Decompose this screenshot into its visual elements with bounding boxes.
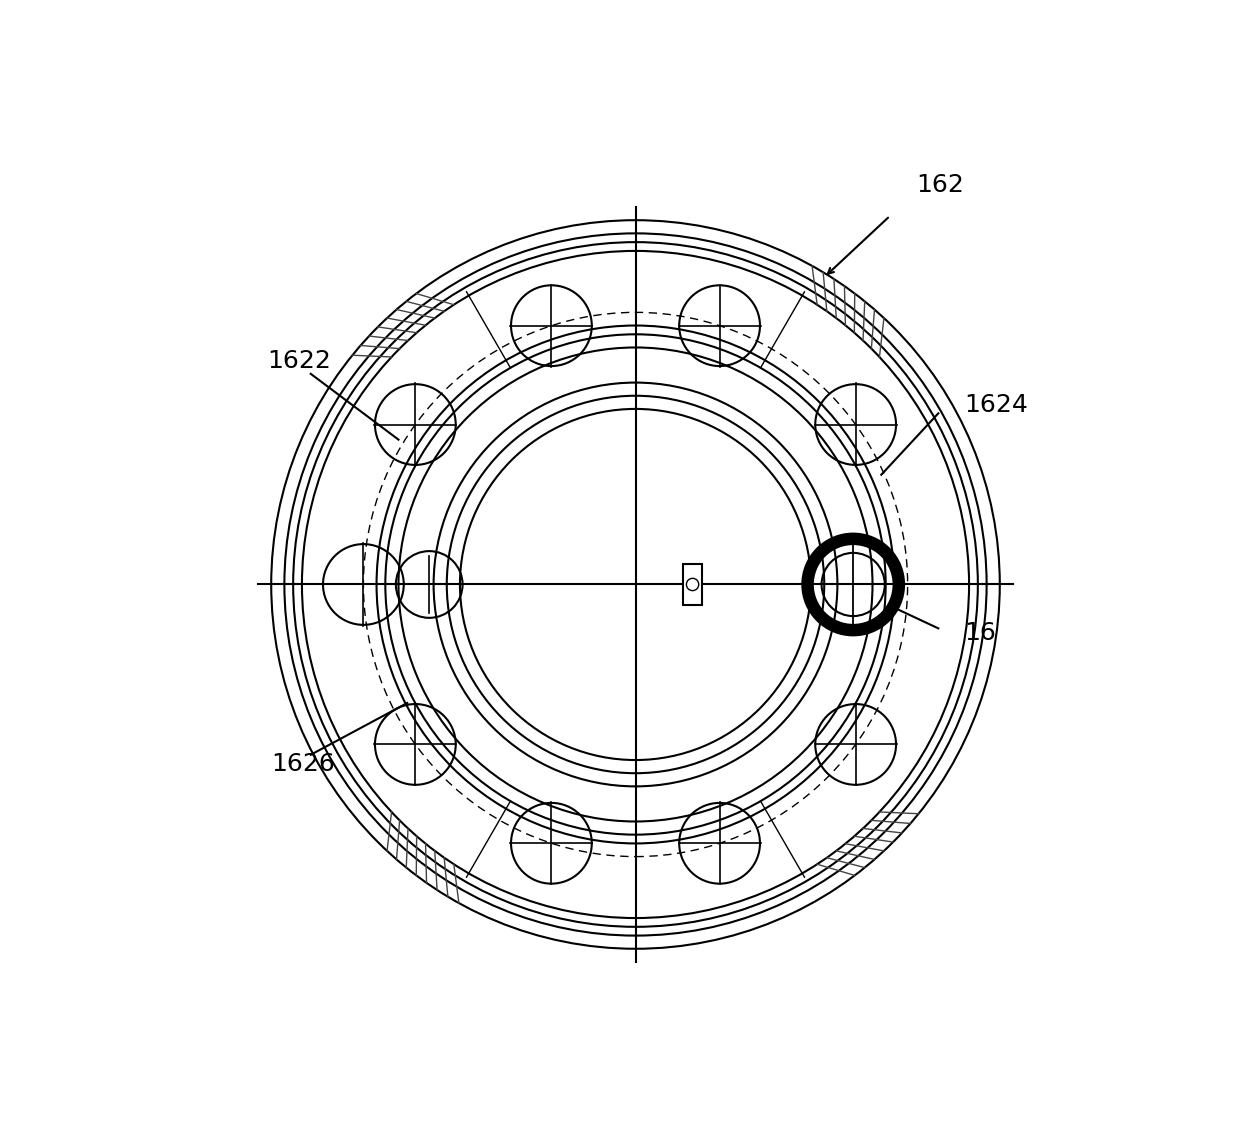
- Bar: [683, 564, 702, 604]
- Text: 1622: 1622: [267, 349, 331, 373]
- Text: 1626: 1626: [272, 752, 335, 776]
- Text: 16: 16: [965, 621, 997, 645]
- Text: 162: 162: [916, 173, 965, 197]
- Text: 1624: 1624: [965, 392, 1028, 416]
